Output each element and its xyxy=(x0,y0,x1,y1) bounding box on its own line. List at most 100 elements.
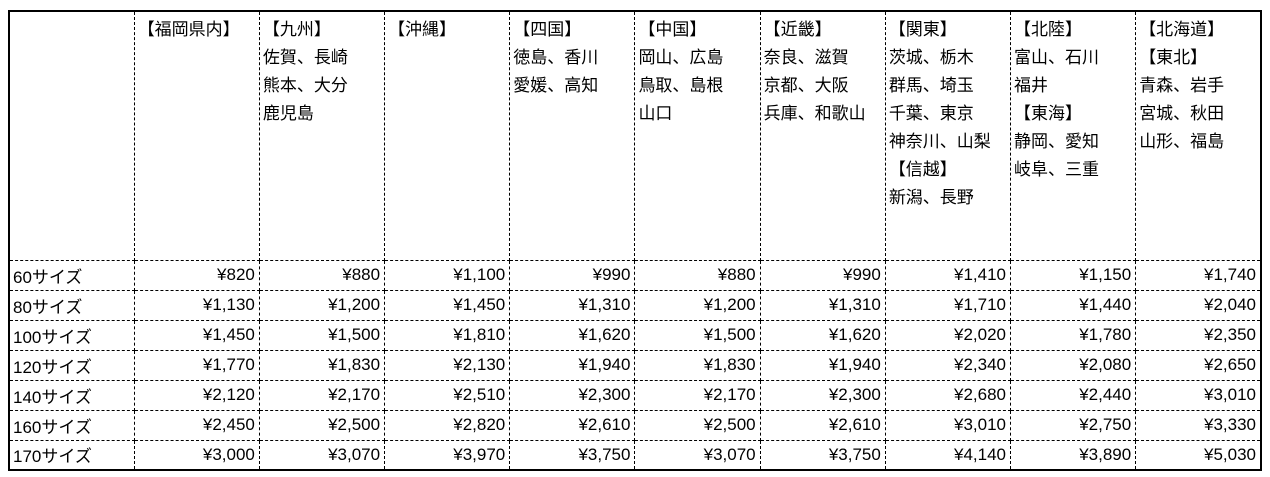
price-cell: ¥1,100 xyxy=(384,259,511,291)
table-row: 140サイズ ¥2,120 ¥2,170 ¥2,510 ¥2,300 ¥2,170 ¥2,3… xyxy=(7,379,1263,411)
price-cell: ¥1,710 xyxy=(884,289,1012,321)
region-header-line: 徳島、香川 xyxy=(513,48,599,67)
size-label: 80サイズ xyxy=(7,289,135,321)
corner-cell xyxy=(7,10,135,261)
price-cell: ¥2,340 xyxy=(884,349,1012,381)
price-cell: ¥2,820 xyxy=(384,409,511,441)
price-cell: ¥2,170 xyxy=(258,379,386,411)
region-header-line: 【北陸】 xyxy=(1014,20,1082,39)
price-cell: ¥1,150 xyxy=(1009,259,1137,291)
price-cell: ¥2,650 xyxy=(1135,349,1263,381)
price-cell: ¥2,130 xyxy=(384,349,511,381)
region-header-line: 富山、石川 xyxy=(1014,48,1099,67)
region-header-fukuoka: 【福岡県内】 xyxy=(133,10,260,261)
region-header-line: 鳥取、島根 xyxy=(638,76,724,95)
price-cell: ¥2,120 xyxy=(133,379,260,411)
price-cell: ¥1,200 xyxy=(258,289,386,321)
price-cell: ¥2,300 xyxy=(759,379,886,411)
price-cell: ¥1,770 xyxy=(133,349,260,381)
region-header-line: 群馬、埼玉 xyxy=(888,76,974,95)
price-cell: ¥3,070 xyxy=(634,439,761,471)
price-cell: ¥1,810 xyxy=(384,319,511,351)
price-cell: ¥2,500 xyxy=(258,409,386,441)
price-cell: ¥2,610 xyxy=(759,409,886,441)
price-cell: ¥1,130 xyxy=(133,289,260,321)
shipping-rate-table: 【福岡県内】 【九州】 佐賀、長崎 熊本、大分 鹿児島 【沖縄】 【四国】 徳島、香川 愛媛、高… xyxy=(7,10,1263,471)
region-header-line: 【関東】 xyxy=(888,20,957,39)
region-header-chugoku: 【中国】 岡山、広島 鳥取、島根 山口 xyxy=(634,10,761,261)
table-row: 100サイズ ¥1,450 ¥1,500 ¥1,810 ¥1,620 ¥1,500 ¥1,6… xyxy=(7,319,1263,351)
price-cell: ¥1,780 xyxy=(1009,319,1137,351)
region-header-kanto-shinetsu: 【関東】 茨城、栃木 群馬、埼玉 千葉、東京 神奈川、山梨 【信越】 新潟、長野 xyxy=(884,10,1012,261)
price-cell: ¥3,970 xyxy=(384,439,511,471)
price-cell: ¥3,070 xyxy=(258,439,386,471)
region-header-line: 神奈川、山梨 xyxy=(888,132,991,151)
region-header-line: 静岡、愛知 xyxy=(1014,132,1099,151)
price-cell: ¥1,500 xyxy=(634,319,761,351)
price-cell: ¥5,030 xyxy=(1135,439,1263,471)
region-header-line: 岡山、広島 xyxy=(638,48,724,67)
price-cell: ¥2,680 xyxy=(884,379,1012,411)
region-header-line: 兵庫、和歌山 xyxy=(763,104,866,123)
price-cell: ¥2,610 xyxy=(509,409,636,441)
price-cell: ¥2,080 xyxy=(1009,349,1137,381)
price-cell: ¥2,170 xyxy=(634,379,761,411)
price-cell: ¥2,500 xyxy=(634,409,761,441)
price-cell: ¥2,750 xyxy=(1009,409,1137,441)
price-cell: ¥880 xyxy=(634,259,761,291)
price-cell: ¥1,500 xyxy=(258,319,386,351)
region-header-line: 千葉、東京 xyxy=(888,104,974,123)
price-cell: ¥1,440 xyxy=(1009,289,1137,321)
table-row: 160サイズ ¥2,450 ¥2,500 ¥2,820 ¥2,610 ¥2,500 ¥2,6… xyxy=(7,409,1263,441)
region-header-line: 【中国】 xyxy=(638,20,707,39)
price-cell: ¥3,010 xyxy=(884,409,1012,441)
region-header-line: 【東海】 xyxy=(1014,104,1082,123)
price-cell: ¥2,350 xyxy=(1135,319,1263,351)
region-header-line: 宮城、秋田 xyxy=(1139,104,1225,123)
price-cell: ¥1,450 xyxy=(133,319,260,351)
price-cell: ¥1,200 xyxy=(634,289,761,321)
size-label: 100サイズ xyxy=(7,319,135,351)
size-label: 60サイズ xyxy=(7,259,135,291)
region-header-hokkaido-tohoku: 【北海道】【東北】青森、岩手宮城、秋田山形、福島 xyxy=(1135,10,1263,261)
table-body: 60サイズ ¥820 ¥880 ¥1,100 ¥990 ¥880 ¥990 ¥1,410 ¥1,… xyxy=(7,259,1263,471)
region-header-line: 【九州】 xyxy=(262,20,331,39)
price-cell: ¥990 xyxy=(509,259,636,291)
table-row: 170サイズ ¥3,000 ¥3,070 ¥3,970 ¥3,750 ¥3,070 ¥3,7… xyxy=(7,439,1263,471)
region-header-line: 青森、岩手 xyxy=(1139,76,1225,95)
price-cell: ¥2,300 xyxy=(509,379,636,411)
region-header-line: 熊本、大分 xyxy=(262,76,348,95)
region-header-shikoku: 【四国】 徳島、香川 愛媛、高知 xyxy=(509,10,636,261)
region-header-line: 佐賀、長崎 xyxy=(262,48,348,67)
price-cell: ¥4,140 xyxy=(884,439,1012,471)
size-label: 170サイズ xyxy=(7,439,135,471)
region-header-line: 【沖縄】 xyxy=(388,20,457,39)
region-header-line: 愛媛、高知 xyxy=(513,76,599,95)
price-cell: ¥820 xyxy=(133,259,260,291)
region-header-hokuriku-tokai: 【北陸】 富山、石川 福井 【東海】 静岡、愛知 岐阜、三重 xyxy=(1009,10,1137,261)
region-header-line: 鹿児島 xyxy=(262,104,314,123)
region-header-kyushu: 【九州】佐賀、長崎熊本、大分鹿児島 xyxy=(258,10,386,261)
table-row: 60サイズ ¥820 ¥880 ¥1,100 ¥990 ¥880 ¥990 ¥1,410 ¥1,… xyxy=(7,259,1263,291)
price-cell: ¥990 xyxy=(759,259,886,291)
price-cell: ¥2,020 xyxy=(884,319,1012,351)
price-cell: ¥3,750 xyxy=(509,439,636,471)
price-cell: ¥3,000 xyxy=(133,439,260,471)
price-cell: ¥1,310 xyxy=(759,289,886,321)
region-header-line: 【北海道】 xyxy=(1139,20,1225,39)
region-header-kinki: 【近畿】 奈良、滋賀 京都、大阪 兵庫、和歌山 xyxy=(759,10,886,261)
price-cell: ¥3,330 xyxy=(1135,409,1263,441)
price-cell: ¥3,750 xyxy=(759,439,886,471)
region-header-line: 茨城、栃木 xyxy=(888,48,974,67)
price-cell: ¥1,410 xyxy=(884,259,1012,291)
price-cell: ¥1,620 xyxy=(509,319,636,351)
price-cell: ¥1,830 xyxy=(634,349,761,381)
price-cell: ¥2,450 xyxy=(133,409,260,441)
price-cell: ¥1,310 xyxy=(509,289,636,321)
region-header-line: 【東北】 xyxy=(1139,48,1208,67)
size-label: 140サイズ xyxy=(7,379,135,411)
price-cell: ¥1,620 xyxy=(759,319,886,351)
region-header-line: 山形、福島 xyxy=(1139,132,1225,151)
table-row: 120サイズ ¥1,770 ¥1,830 ¥2,130 ¥1,940 ¥1,830 ¥1,9… xyxy=(7,349,1263,381)
